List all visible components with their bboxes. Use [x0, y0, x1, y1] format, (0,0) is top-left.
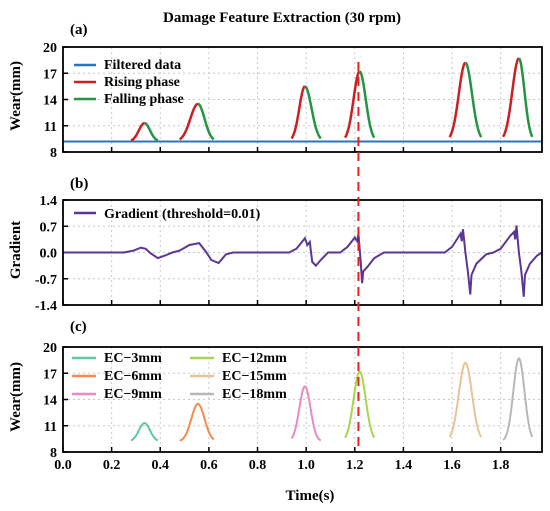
falling-phase-line [518, 57, 534, 138]
x-tick-label: 0.2 [103, 458, 121, 473]
axes-frame [62, 199, 543, 306]
y-tick-label: 0.0 [40, 247, 58, 262]
y-tick-label: 14 [43, 94, 57, 109]
legend-label: EC−6mm [104, 369, 162, 384]
y-tick-label: 20 [43, 41, 57, 56]
legend-label: Filtered data [104, 58, 181, 73]
y-tick-label: 0.7 [40, 220, 58, 235]
y-tick-label: 14 [43, 394, 57, 409]
panel-c: 8 11 14 17 20 0.0 0.2 0.4 0.6 0.8 1.0 1.2 1.4 1.6 1.8 E… [43, 341, 543, 473]
y-tick-label: 8 [50, 146, 57, 161]
rising-phase-line [501, 57, 520, 138]
y-tick-label: 17 [43, 67, 57, 82]
axes-frame [62, 46, 543, 153]
rising-phase-line [448, 61, 467, 138]
ec-series-line [344, 370, 376, 439]
y-tick-label: 20 [43, 341, 57, 356]
legend-label: EC−18mm [222, 387, 287, 402]
falling-phase-line [144, 121, 159, 142]
rising-phase-line [130, 121, 145, 142]
x-tick-label: 1.4 [395, 458, 413, 473]
ec-series-line [448, 361, 483, 438]
rising-phase-line [343, 70, 361, 139]
panel-a: 8 11 14 17 20 Filtered data Rising phase Fallin… [43, 41, 543, 161]
y-tick-label: -1.4 [35, 299, 57, 314]
falling-phase-line [359, 70, 376, 139]
legend-label: Rising phase [104, 75, 180, 90]
panel-b: -1.4 -0.7 0.0 0.7 1.4 Gradient (threshold=0.0… [35, 194, 543, 314]
ec-series-line [290, 385, 322, 442]
y-tick-label: 8 [50, 446, 57, 461]
ec-series-line [179, 402, 215, 442]
figure-title: Damage Feature Extraction (30 rpm) [163, 10, 401, 26]
axes-frame [62, 346, 543, 453]
legend-label: EC−15mm [222, 369, 287, 384]
falling-phase-line [464, 61, 483, 138]
series-gradient-line [63, 225, 543, 297]
y-tick-label: 1.4 [40, 194, 58, 209]
ec-series-line [502, 357, 534, 441]
legend-label: Gradient (threshold=0.01) [104, 207, 261, 222]
y-axis-label-a: Wear(mm) [8, 61, 24, 131]
x-tick-label: 1.2 [346, 458, 364, 473]
y-axis-label-b: Gradient [8, 221, 24, 279]
x-tick-label: 1.0 [297, 458, 315, 473]
y-tick-label: 11 [44, 120, 57, 135]
legend-label: Falling phase [104, 92, 184, 107]
x-axis-label: Time(s) [286, 488, 335, 504]
x-tick-label: 1.8 [492, 458, 510, 473]
x-tick-label: 0.0 [54, 458, 72, 473]
y-tick-label: 11 [44, 420, 57, 435]
x-tick-label: 1.6 [443, 458, 461, 473]
panel-label-a: (a) [70, 22, 88, 38]
falling-phase-line [197, 102, 215, 141]
y-tick-label: -0.7 [35, 273, 57, 288]
legend-label: EC−9mm [104, 387, 162, 402]
rising-phase-line [290, 85, 306, 140]
legend-label: EC−3mm [104, 351, 162, 366]
panel-label-b: (b) [70, 176, 88, 192]
y-axis-label-c: Wear(mm) [8, 362, 24, 432]
rising-phase-line [178, 102, 199, 141]
falling-phase-line [304, 85, 322, 140]
legend-label: EC−12mm [222, 351, 287, 366]
plot-layer: 8 11 14 17 20 Filtered data Rising phase Fallin… [35, 41, 543, 473]
panel-label-c: (c) [70, 319, 87, 335]
x-tick-label: 0.4 [152, 458, 170, 473]
x-tick-label: 0.6 [200, 458, 218, 473]
ec-series-line [130, 422, 159, 442]
y-tick-label: 17 [43, 367, 57, 382]
x-tick-label: 0.8 [249, 458, 267, 473]
